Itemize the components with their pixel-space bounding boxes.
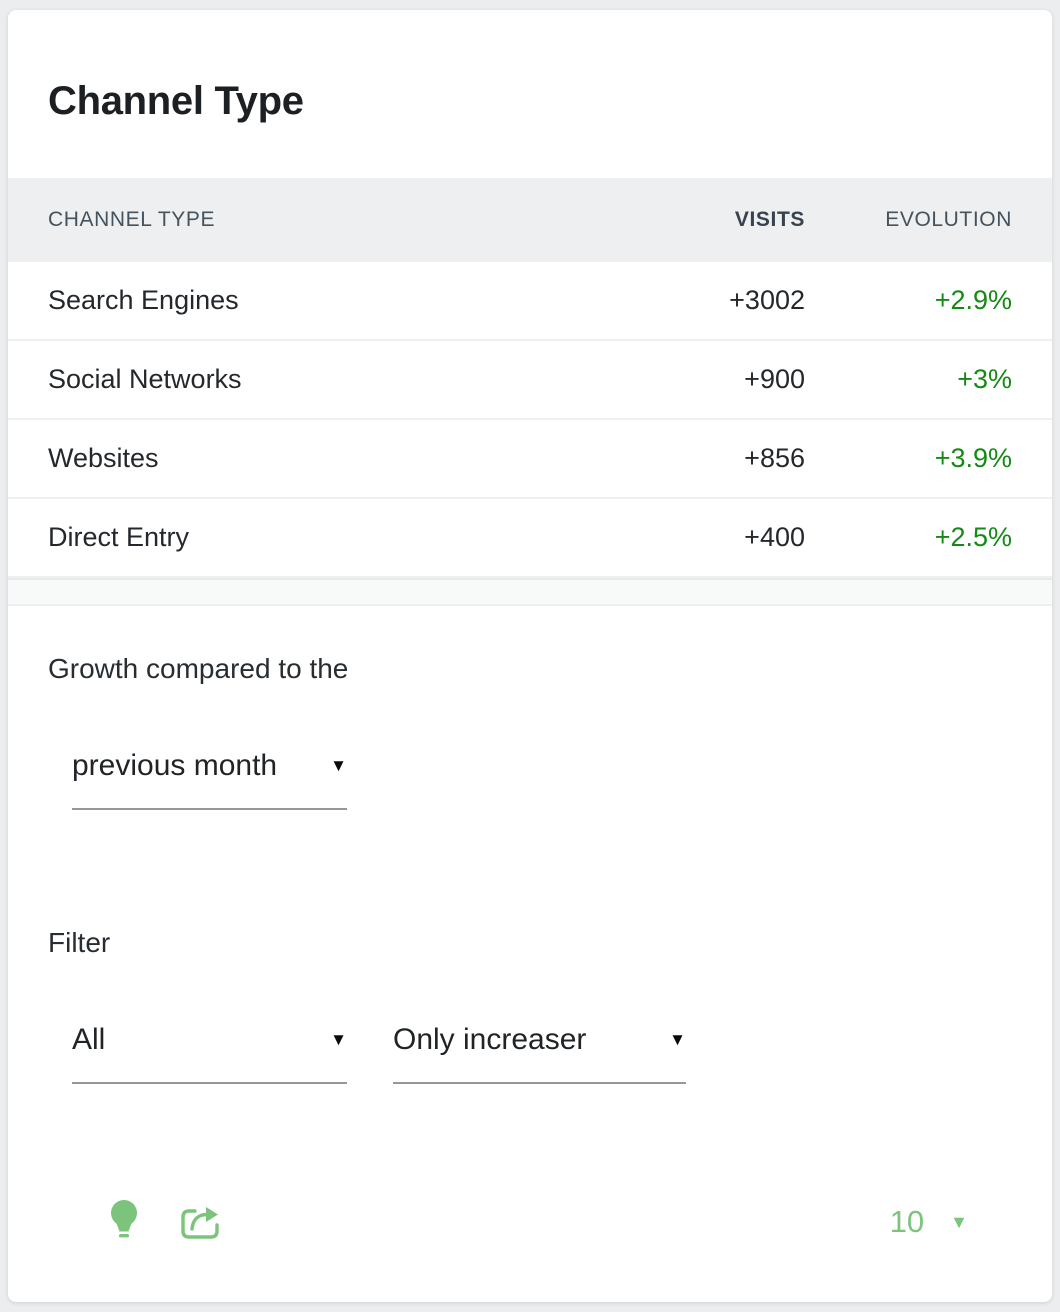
table-row: Search Engines +3002 +2.9%	[8, 262, 1052, 341]
filter-label: Filter	[48, 927, 111, 958]
widget-controls: Growth compared to the previous month ▼ …	[8, 652, 1052, 1248]
evolution-value: +2.9%	[934, 285, 1012, 315]
share-export-icon	[178, 1202, 222, 1242]
growth-period-value: previous month	[72, 749, 278, 782]
widget-footer: 10 ▼	[48, 1196, 1012, 1248]
column-header-channel-type[interactable]: CHANNEL TYPE	[48, 208, 216, 231]
filter-direction-value: Only increaser	[393, 1023, 587, 1056]
growth-period-select[interactable]: previous month ▼	[72, 748, 347, 810]
lightbulb-icon	[108, 1199, 140, 1245]
channel-name: Websites	[48, 443, 159, 473]
evolution-value: +2.5%	[934, 522, 1012, 552]
export-button[interactable]	[178, 1196, 222, 1248]
page-size-value: 10	[889, 1204, 925, 1239]
page-title: Channel Type	[48, 78, 304, 123]
filter-channel-select[interactable]: All ▼	[72, 1022, 347, 1084]
channel-name: Direct Entry	[48, 522, 190, 552]
chevron-down-icon: ▼	[669, 1030, 686, 1049]
chevron-down-icon: ▼	[330, 756, 347, 775]
filter-direction-select[interactable]: Only increaser ▼	[393, 1022, 686, 1084]
channel-name: Social Networks	[48, 364, 242, 394]
table-row: Direct Entry +400 +2.5%	[8, 499, 1052, 578]
insight-button[interactable]	[102, 1196, 146, 1248]
visits-value: +856	[744, 443, 805, 473]
column-header-visits[interactable]: VISITS	[734, 208, 805, 231]
visits-value: +400	[744, 522, 805, 552]
channel-name: Search Engines	[48, 285, 239, 315]
growth-compared-label: Growth compared to the	[48, 653, 349, 684]
table-row: Websites +856 +3.9%	[8, 420, 1052, 499]
chevron-down-icon: ▼	[330, 1030, 347, 1049]
chevron-down-icon: ▼	[950, 1212, 968, 1232]
table-footer-strip	[8, 578, 1052, 606]
visits-value: +900	[744, 364, 805, 394]
visits-value: +3002	[729, 285, 805, 315]
widget-header: Channel Type	[8, 10, 1052, 178]
channel-type-widget: Channel Type CHANNEL TYPE VISITS EVOLUTI…	[8, 10, 1052, 1302]
page-size-select[interactable]: 10 ▼	[890, 1204, 972, 1240]
table-row: Social Networks +900 +3%	[8, 341, 1052, 420]
evolution-value: +3.9%	[934, 443, 1012, 473]
evolution-value: +3%	[957, 364, 1012, 394]
column-header-evolution[interactable]: EVOLUTION	[885, 208, 1012, 231]
table-header-row: CHANNEL TYPE VISITS EVOLUTION	[8, 178, 1052, 262]
filter-channel-value: All	[72, 1023, 106, 1056]
